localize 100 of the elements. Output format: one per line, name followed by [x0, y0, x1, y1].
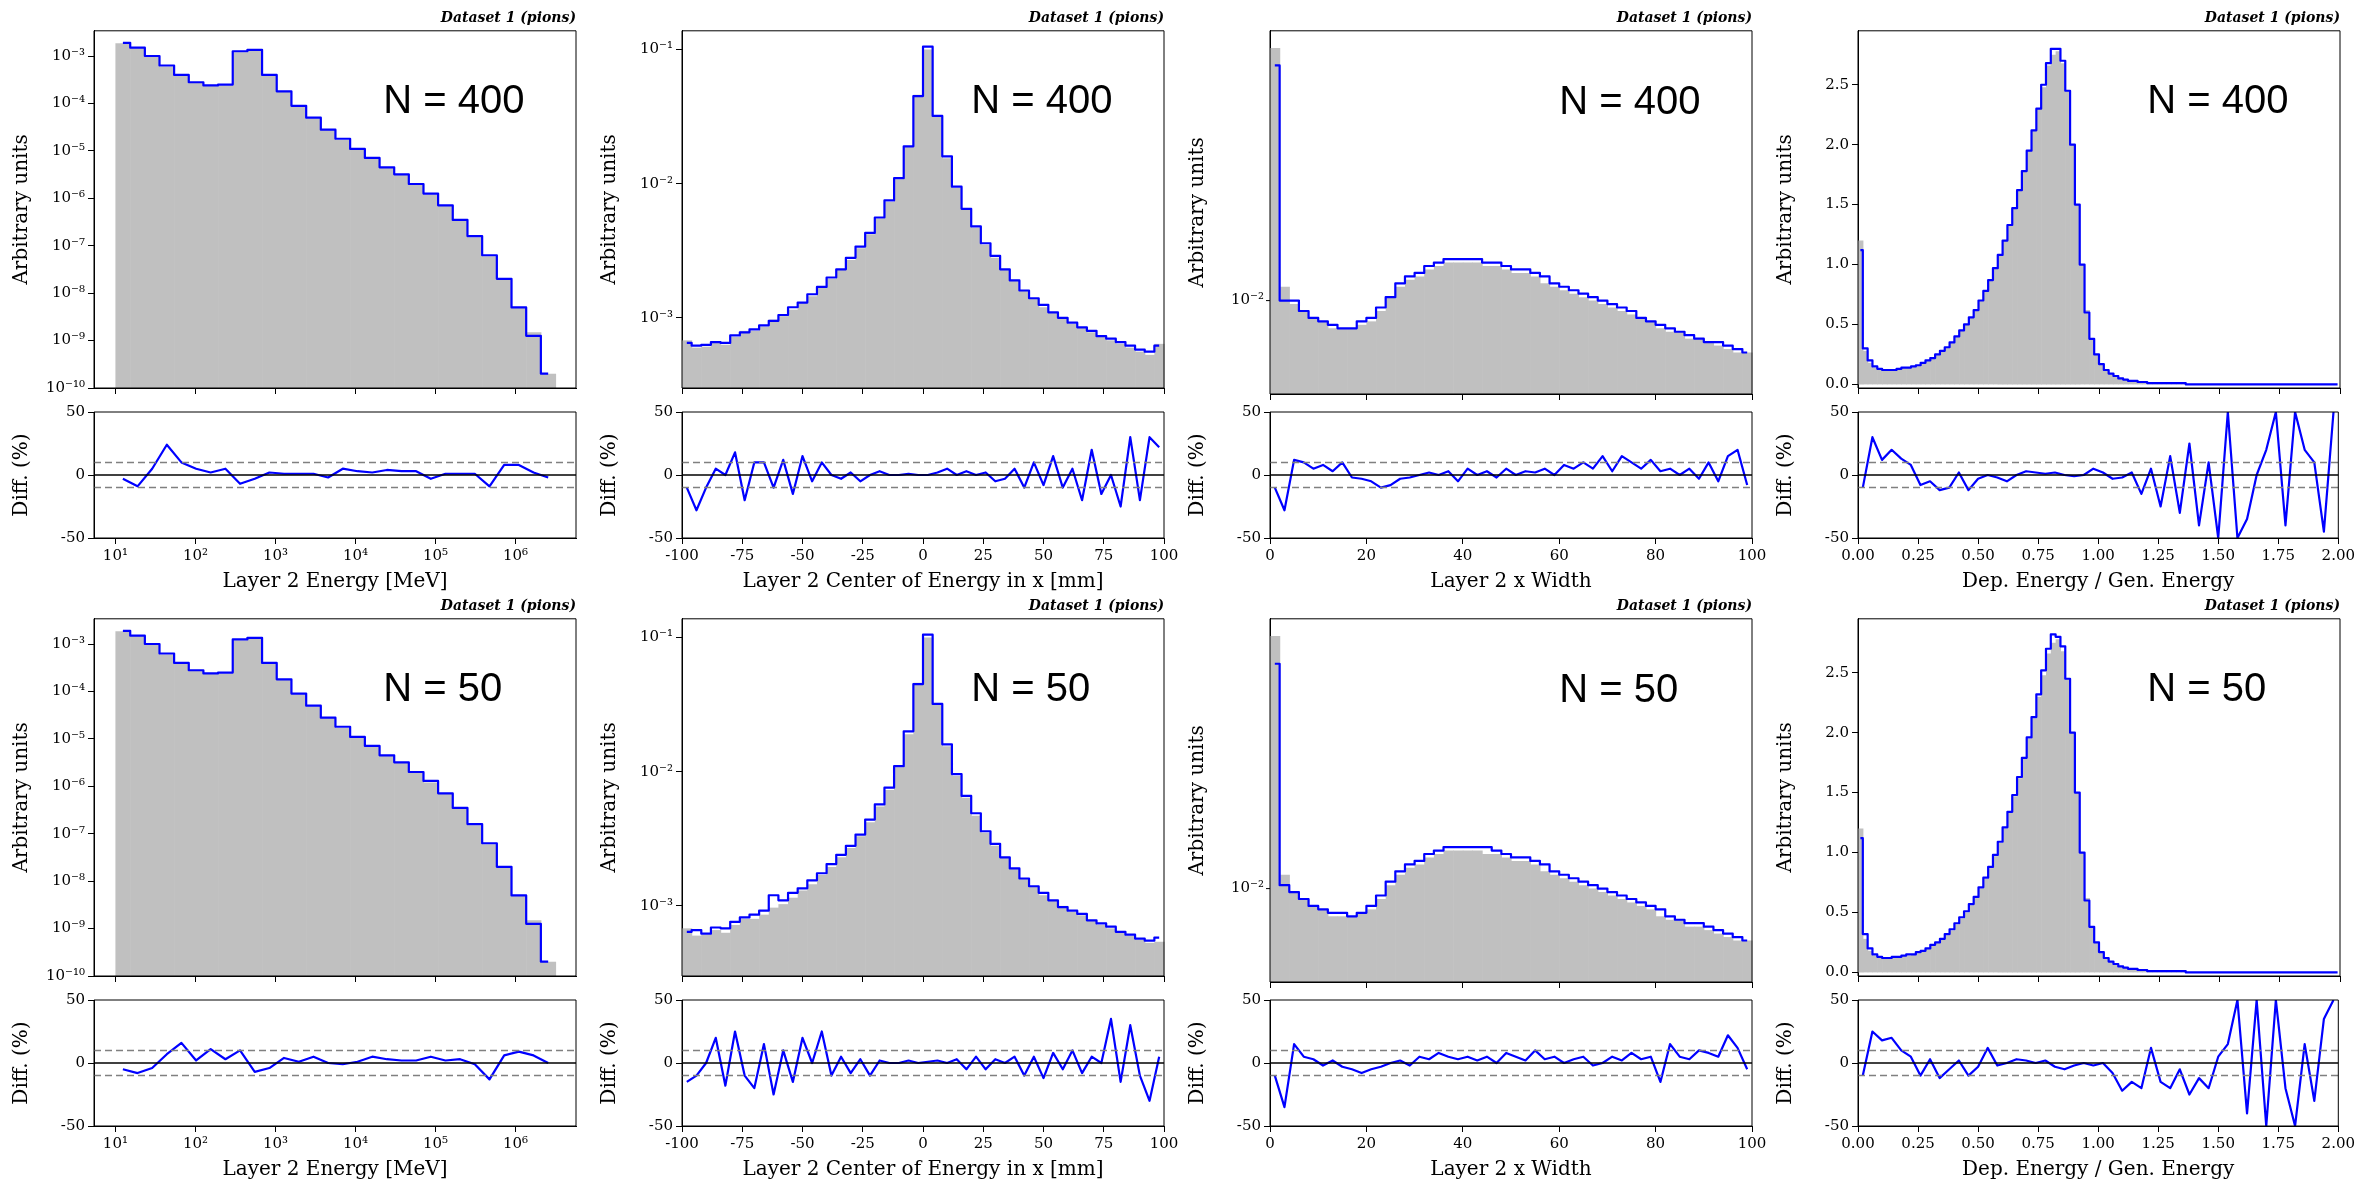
y-axis-title: Arbitrary units	[1184, 725, 1209, 877]
y-axis-title: Diff. (%)	[1772, 1021, 1797, 1105]
y-tick-label: 50	[65, 401, 85, 420]
y-tick-label: 0.5	[1825, 314, 1849, 333]
y-tick-label: -50	[60, 1115, 85, 1134]
x-tick-label: 0.50	[1961, 1133, 1995, 1152]
chart-title: Dataset 1 (pions)	[439, 9, 576, 26]
y-axis-title: Diff. (%)	[1184, 1021, 1209, 1105]
y-tick-label: 10⁻⁴	[51, 681, 85, 700]
x-tick-label: 0.75	[2021, 1133, 2055, 1152]
annotation: N = 50	[1559, 666, 1679, 711]
annotation: N = 50	[2147, 665, 2267, 710]
y-axis-title: Arbitrary units	[596, 722, 621, 874]
y-tick-label: -50	[60, 527, 85, 546]
x-tick-label: 1.75	[2261, 545, 2295, 564]
y-tick-label: 2.5	[1825, 74, 1849, 93]
x-tick-label: 0.50	[1961, 545, 1995, 564]
x-tick-label: 10⁴	[342, 1133, 369, 1152]
chart-title: Dataset 1 (pions)	[1027, 597, 1164, 614]
y-tick-label: 10⁻³	[51, 633, 85, 652]
x-tick-label: 10⁶	[502, 1133, 529, 1152]
y-tick-label: 10⁻⁶	[51, 776, 85, 795]
x-tick-label: 80	[1646, 1133, 1666, 1152]
y-axis-title: Arbitrary units	[1772, 134, 1797, 286]
y-tick-label: 0	[75, 1052, 85, 1071]
y-tick-label: 10⁻¹	[639, 39, 673, 58]
x-tick-label: 0	[918, 545, 928, 564]
y-tick-label: 10⁻¹⁰	[45, 965, 85, 984]
y-axis-title: Arbitrary units	[1772, 722, 1797, 874]
x-tick-label: 10⁵	[422, 545, 449, 564]
x-tick-label: 100	[1149, 1133, 1179, 1152]
y-tick-label: 10⁻⁴	[51, 93, 85, 112]
x-tick-label: 40	[1453, 545, 1473, 564]
y-tick-label: 1.0	[1825, 254, 1849, 273]
y-tick-label: 2.0	[1825, 722, 1849, 741]
x-tick-label: 0.00	[1841, 1133, 1875, 1152]
y-tick-label: -50	[1824, 1115, 1849, 1134]
y-tick-label: 10⁻¹⁰	[45, 377, 85, 396]
y-axis-title: Arbitrary units	[8, 134, 33, 286]
annotation: N = 400	[971, 77, 1113, 122]
y-tick-label: 50	[1241, 989, 1261, 1008]
x-axis-title: Layer 2 Center of Energy in x [mm]	[742, 1156, 1104, 1181]
y-tick-label: 50	[653, 989, 673, 1008]
y-tick-label: 2.0	[1825, 134, 1849, 153]
chart-title: Dataset 1 (pions)	[2203, 597, 2340, 614]
x-tick-label: -75	[730, 1133, 755, 1152]
y-tick-label: 0	[1839, 464, 1849, 483]
annotation: N = 400	[2147, 77, 2289, 122]
y-tick-label: 10⁻⁷	[51, 823, 85, 842]
y-axis-title: Arbitrary units	[596, 134, 621, 286]
y-tick-label: 10⁻³	[51, 45, 85, 64]
x-tick-label: -25	[850, 1133, 875, 1152]
x-tick-label: 0.25	[1901, 545, 1935, 564]
x-tick-label: 1.75	[2261, 1133, 2295, 1152]
x-tick-label: 10⁴	[342, 545, 369, 564]
y-tick-label: 0	[663, 1052, 673, 1071]
y-tick-label: 0	[1251, 464, 1261, 483]
y-tick-label: -50	[1236, 527, 1261, 546]
x-tick-label: 1.25	[2141, 1133, 2175, 1152]
y-tick-label: 0	[75, 464, 85, 483]
y-axis-title: Diff. (%)	[596, 1021, 621, 1105]
y-tick-label: 10⁻⁵	[51, 728, 85, 747]
x-tick-label: -50	[790, 1133, 815, 1152]
x-axis-title: Layer 2 Center of Energy in x [mm]	[742, 568, 1104, 593]
x-tick-label: 40	[1453, 1133, 1473, 1152]
x-tick-label: 10³	[262, 545, 289, 564]
y-tick-label: -50	[1824, 527, 1849, 546]
x-tick-label: 10¹	[102, 1133, 128, 1152]
annotation: N = 50	[971, 665, 1091, 710]
annotation: N = 50	[383, 665, 503, 710]
x-axis-title: Layer 2 x Width	[1430, 1156, 1592, 1181]
y-tick-label: 50	[653, 401, 673, 420]
x-tick-label: 0	[1265, 545, 1275, 564]
y-tick-label: 10⁻⁶	[51, 188, 85, 207]
chart-title: Dataset 1 (pions)	[1027, 9, 1164, 26]
y-tick-label: 10⁻⁵	[51, 140, 85, 159]
x-tick-label: 75	[1094, 1133, 1114, 1152]
y-tick-label: 50	[1829, 989, 1849, 1008]
y-tick-label: 2.5	[1825, 662, 1849, 681]
y-tick-label: 0	[1251, 1052, 1261, 1071]
x-axis-title: Dep. Energy / Gen. Energy	[1962, 568, 2235, 593]
chart-title: Dataset 1 (pions)	[1615, 597, 1752, 614]
y-tick-label: -50	[648, 1115, 673, 1134]
y-tick-label: 10⁻²	[639, 173, 673, 192]
x-tick-label: -25	[850, 545, 875, 564]
x-tick-label: 25	[973, 1133, 993, 1152]
x-tick-label: -100	[665, 1133, 699, 1152]
y-tick-label: 10⁻⁸	[51, 283, 85, 302]
x-tick-label: 0.00	[1841, 545, 1875, 564]
y-tick-label: 10⁻²	[639, 761, 673, 780]
y-tick-label: 50	[65, 989, 85, 1008]
x-tick-label: -75	[730, 545, 755, 564]
x-tick-label: 1.00	[2081, 545, 2115, 564]
y-tick-label: -50	[648, 527, 673, 546]
y-axis-title: Diff. (%)	[8, 1021, 33, 1105]
y-axis-title: Arbitrary units	[8, 722, 33, 874]
y-tick-label: 10⁻⁹	[51, 330, 85, 349]
chart-title: Dataset 1 (pions)	[439, 597, 576, 614]
x-axis-title: Layer 2 x Width	[1430, 568, 1592, 593]
x-tick-label: 1.50	[2201, 1133, 2235, 1152]
